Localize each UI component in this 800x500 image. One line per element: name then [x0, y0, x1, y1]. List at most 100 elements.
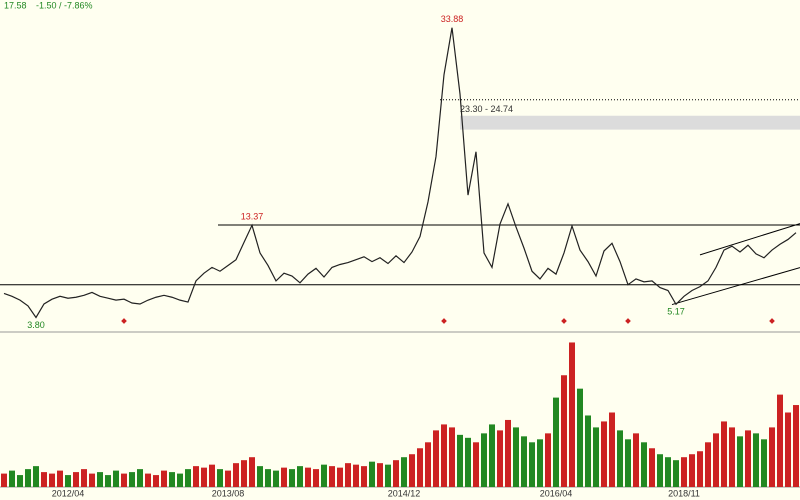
volume-bar — [81, 469, 87, 487]
volume-bar — [73, 472, 79, 487]
trendline — [699, 223, 800, 256]
volume-bar — [185, 469, 191, 487]
volume-bar — [601, 421, 607, 487]
volume-bar — [665, 457, 671, 487]
volume-bar — [761, 439, 767, 487]
volume-bar — [345, 463, 351, 487]
volume-bar — [745, 430, 751, 487]
volume-bar — [561, 375, 567, 487]
volume-bar — [369, 461, 375, 487]
volume-bar — [1, 473, 7, 487]
volume-bar — [673, 460, 679, 487]
volume-bar — [737, 436, 743, 487]
last-price: 17.58 — [4, 0, 27, 10]
volume-bar — [681, 457, 687, 487]
x-tick-label: 2016/04 — [540, 488, 573, 498]
volume-bar — [465, 437, 471, 487]
volume-bar — [97, 472, 103, 487]
volume-bar — [225, 470, 231, 487]
volume-bar — [641, 442, 647, 487]
volume-bar — [457, 434, 463, 487]
volume-bar — [441, 424, 447, 487]
event-marker — [121, 318, 127, 324]
volume-bar — [625, 439, 631, 487]
volume-bar — [281, 467, 287, 487]
volume-bar — [481, 433, 487, 487]
volume-bar — [785, 412, 791, 487]
x-tick-label: 2014/12 — [388, 488, 421, 498]
volume-bar — [137, 469, 143, 487]
volume-bar — [361, 466, 367, 487]
trendline — [671, 267, 800, 306]
volume-bar — [593, 427, 599, 487]
volume-bar — [793, 405, 799, 487]
volume-bar — [633, 433, 639, 487]
volume-bar — [289, 469, 295, 487]
volume-bar — [377, 463, 383, 487]
volume-bar — [705, 442, 711, 487]
volume-bar — [569, 342, 575, 487]
volume-bar — [649, 448, 655, 487]
volume-bar — [129, 472, 135, 487]
volume-bar — [577, 388, 583, 487]
volume-bar — [49, 473, 55, 487]
volume-bar — [25, 469, 31, 487]
volume-bar — [521, 436, 527, 487]
volume-bar — [89, 473, 95, 487]
volume-bar — [721, 421, 727, 487]
volume-bar — [121, 473, 127, 487]
volume-bar — [393, 460, 399, 487]
volume-bar — [505, 419, 511, 487]
volume-bar — [585, 415, 591, 487]
volume-bar — [473, 442, 479, 487]
volume-bar — [449, 427, 455, 487]
volume-bar — [209, 464, 215, 487]
volume-bar — [9, 470, 15, 487]
volume-bar — [425, 442, 431, 487]
volume-bar — [113, 470, 119, 487]
volume-bar — [177, 473, 183, 487]
volume-bar — [617, 430, 623, 487]
volume-bar — [353, 464, 359, 487]
volume-bar — [409, 454, 415, 487]
volume-bar — [161, 470, 167, 487]
volume-bar — [537, 439, 543, 487]
price-line — [3, 27, 797, 319]
volume-bar — [273, 470, 279, 487]
price-change: -1.50 / -7.86% — [36, 0, 93, 10]
volume-bar — [545, 433, 551, 487]
volume-bar — [249, 457, 255, 487]
price-annotation: 5.17 — [667, 307, 685, 317]
volume-bar — [193, 466, 199, 487]
volume-bar — [753, 433, 759, 487]
volume-bar — [697, 451, 703, 487]
volume-bar — [241, 460, 247, 487]
volume-bar — [769, 427, 775, 487]
volume-bar — [385, 464, 391, 487]
volume-bar — [217, 469, 223, 487]
volume-bar — [305, 467, 311, 487]
price-annotation: 3.80 — [27, 320, 45, 330]
volume-bar — [57, 470, 63, 487]
volume-bar — [329, 466, 335, 487]
volume-bar — [489, 424, 495, 487]
volume-bar — [529, 442, 535, 487]
volume-bar — [41, 472, 47, 487]
volume-bar — [65, 475, 71, 487]
volume-bar — [17, 475, 23, 487]
volume-bar — [233, 463, 239, 487]
volume-bar — [777, 394, 783, 487]
volume-bar — [497, 430, 503, 487]
price-annotation: 33.88 — [441, 14, 464, 24]
x-tick-label: 2012/04 — [52, 488, 85, 498]
volume-bar — [257, 466, 263, 487]
price-annotation: 13.37 — [241, 212, 264, 222]
volume-bar — [153, 475, 159, 487]
volume-bar — [201, 467, 207, 487]
volume-bar — [657, 454, 663, 487]
event-marker — [561, 318, 567, 324]
volume-bar — [313, 469, 319, 487]
volume-bar — [513, 427, 519, 487]
volume-bar — [713, 433, 719, 487]
